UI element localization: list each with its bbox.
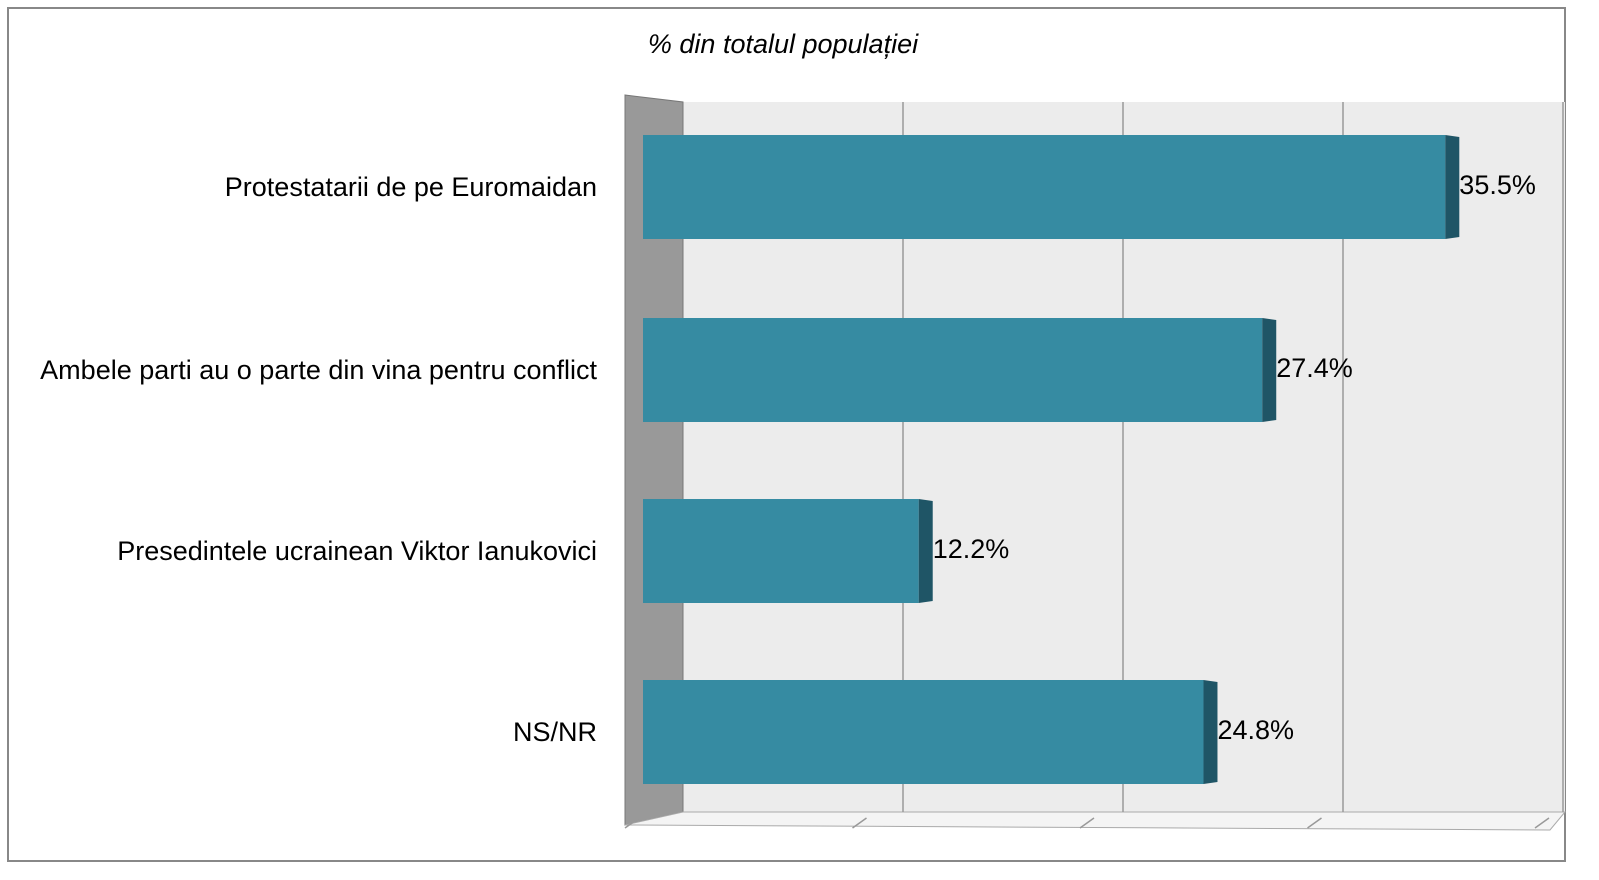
bar-side [1262, 318, 1277, 422]
floor-tick [1534, 817, 1550, 829]
bar-side [1445, 135, 1460, 239]
value-label: 12.2% [933, 534, 1010, 564]
bar [643, 135, 1446, 239]
bar [643, 499, 919, 603]
value-label: 24.8% [1217, 715, 1294, 745]
value-label: 35.5% [1459, 170, 1536, 200]
value-label: 27.4% [1276, 353, 1353, 383]
bar [643, 318, 1263, 422]
category-label: Presedintele ucrainean Viktor Ianukovici [117, 536, 597, 566]
floor-tick [624, 817, 640, 829]
category-label: Protestatarii de pe Euromaidan [224, 172, 597, 202]
bar-side [918, 499, 933, 603]
floor-tick [1307, 817, 1322, 829]
chart-title: % din totalul populației [648, 29, 919, 59]
floor-tick [1079, 817, 1095, 829]
bar [643, 680, 1204, 784]
floor-tick [852, 817, 867, 829]
floor [624, 811, 1567, 831]
bar-side [1203, 680, 1218, 784]
category-label: Ambele parti au o parte din vina pentru … [40, 355, 597, 385]
category-label: NS/NR [512, 717, 597, 747]
